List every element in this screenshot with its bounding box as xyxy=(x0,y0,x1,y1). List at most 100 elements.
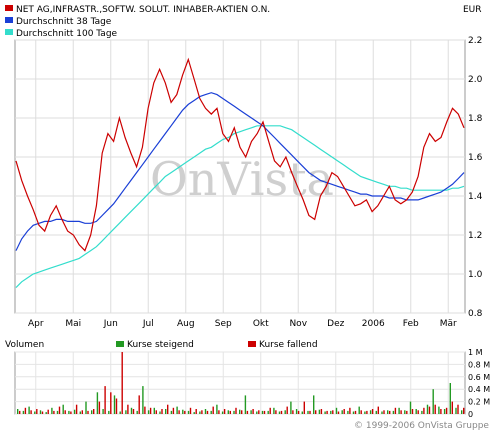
volume-bar-rising xyxy=(153,407,155,414)
volume-bar-rising xyxy=(108,410,110,414)
volume-bar-rising xyxy=(250,410,252,414)
volume-bar-rising xyxy=(273,407,275,414)
volume-bar-falling xyxy=(161,409,163,414)
volume-bar-falling xyxy=(428,406,431,414)
volume-tick-label: 0.2 M xyxy=(468,398,490,407)
y-tick-label: 1.8 xyxy=(468,114,483,124)
volume-bar-rising xyxy=(85,401,87,414)
volume-bar-rising xyxy=(119,411,121,414)
volume-bar-falling xyxy=(144,406,146,414)
volume-bar-rising xyxy=(278,411,281,414)
volume-bar-falling xyxy=(292,410,294,414)
volume-bar-rising xyxy=(233,410,235,414)
volume-bar-rising xyxy=(461,410,463,414)
volume-bar-falling xyxy=(360,410,362,414)
volume-bar-falling xyxy=(138,395,140,414)
y-tick-label: 1.6 xyxy=(468,153,483,163)
volume-bar-rising xyxy=(352,411,355,414)
volume-bar-rising xyxy=(244,395,247,414)
volume-bar-falling xyxy=(383,410,385,414)
y-tick-label: 1.2 xyxy=(468,231,482,241)
volume-bar-falling xyxy=(58,406,61,414)
volume-bar-rising xyxy=(404,410,406,414)
volume-tick-label: 0 xyxy=(468,410,473,419)
volume-bar-falling xyxy=(127,404,129,414)
volume-bar-rising xyxy=(409,401,412,414)
price-line xyxy=(15,57,465,252)
volume-bar-falling xyxy=(343,409,345,414)
volume-bar-falling xyxy=(201,410,203,414)
volume-bar-falling xyxy=(75,404,78,414)
copyright: © 1999-2006 OnVista Gruppe xyxy=(354,421,489,431)
volume-bar-falling xyxy=(389,410,391,414)
volume-bar-falling xyxy=(337,411,340,414)
main-plot-frame xyxy=(14,39,466,314)
volume-bar-falling xyxy=(149,407,152,414)
volume-bar-falling xyxy=(445,407,448,414)
volume-bar-falling xyxy=(280,410,283,414)
volume-bar-falling xyxy=(269,407,271,414)
volume-tick-label: 0.8 M xyxy=(468,360,490,369)
volume-bar-falling xyxy=(417,410,419,414)
main-x-axis: Apr Mai Jun Jul Aug Sep Okt Nov Dez 2006 Feb Mär xyxy=(28,319,457,329)
x-tick-label: Nov xyxy=(289,319,307,329)
volume-bar-rising xyxy=(290,401,292,414)
volume-bar-falling xyxy=(326,410,328,414)
watermark: OnVista xyxy=(150,152,334,206)
volume-bar-rising xyxy=(125,410,127,414)
volume-bar-rising xyxy=(176,406,178,414)
x-tick-label: Mai xyxy=(65,319,81,329)
legend-swatch-rising xyxy=(116,341,124,347)
x-tick-label: Aug xyxy=(177,319,195,329)
volume-bar-rising xyxy=(170,410,173,414)
volume-bar-rising xyxy=(17,409,19,414)
volume-bar-rising xyxy=(267,410,269,414)
volume-bar-falling xyxy=(463,407,465,414)
volume-bar-rising xyxy=(62,404,64,414)
volume-bar-falling xyxy=(93,409,95,414)
volume-bar-rising xyxy=(415,409,417,414)
y-tick-label: 0.8 xyxy=(468,309,483,319)
volume-bar-rising xyxy=(159,411,161,414)
volume-bar-rising xyxy=(28,406,30,414)
volume-bar-rising xyxy=(324,411,326,414)
volume-bar-rising xyxy=(102,409,104,414)
legend-label-rising: Kurse steigend xyxy=(127,340,194,350)
volume-bar-falling xyxy=(241,410,243,414)
y-tick-label: 2.2 xyxy=(468,36,482,46)
y-tick-label: 1.0 xyxy=(468,270,483,280)
volume-bar-falling xyxy=(451,401,453,414)
volume-bar-rising xyxy=(68,410,70,414)
volume-bar-rising xyxy=(443,409,446,414)
volume-bar-rising xyxy=(204,409,207,414)
volume-bars xyxy=(17,352,465,414)
volume-bar-rising xyxy=(375,410,377,414)
x-tick-label: Sep xyxy=(215,319,232,329)
volume-bar-falling xyxy=(53,410,55,414)
volume-bar-rising xyxy=(301,411,303,414)
volume-bar-falling xyxy=(64,410,66,414)
x-tick-label: Dez xyxy=(327,319,344,329)
volume-bar-falling xyxy=(246,410,249,414)
volume-bar-rising xyxy=(165,409,167,414)
volume-bar-falling xyxy=(258,410,260,414)
volume-bar-rising xyxy=(45,412,47,414)
volume-bar-falling xyxy=(87,410,89,414)
volume-bar-rising xyxy=(426,404,429,414)
volume-bar-falling xyxy=(406,410,408,414)
volume-bar-rising xyxy=(142,386,144,414)
volume-bar-falling xyxy=(24,407,27,414)
volume-bar-rising xyxy=(136,410,138,414)
volume-bar-falling xyxy=(349,407,351,414)
ma38-line xyxy=(15,92,465,251)
volume-bar-rising xyxy=(295,409,298,414)
volume-bar-falling xyxy=(121,352,123,414)
volume-bar-rising xyxy=(51,407,53,414)
volume-bar-rising xyxy=(73,409,76,414)
volume-bar-falling xyxy=(297,410,300,414)
volume-tick-label: 0.6 M xyxy=(468,373,490,382)
volume-bar-rising xyxy=(455,407,457,414)
volume-bar-falling xyxy=(320,409,323,414)
volume-bar-falling xyxy=(286,406,288,414)
volume-bar-rising xyxy=(330,410,332,414)
